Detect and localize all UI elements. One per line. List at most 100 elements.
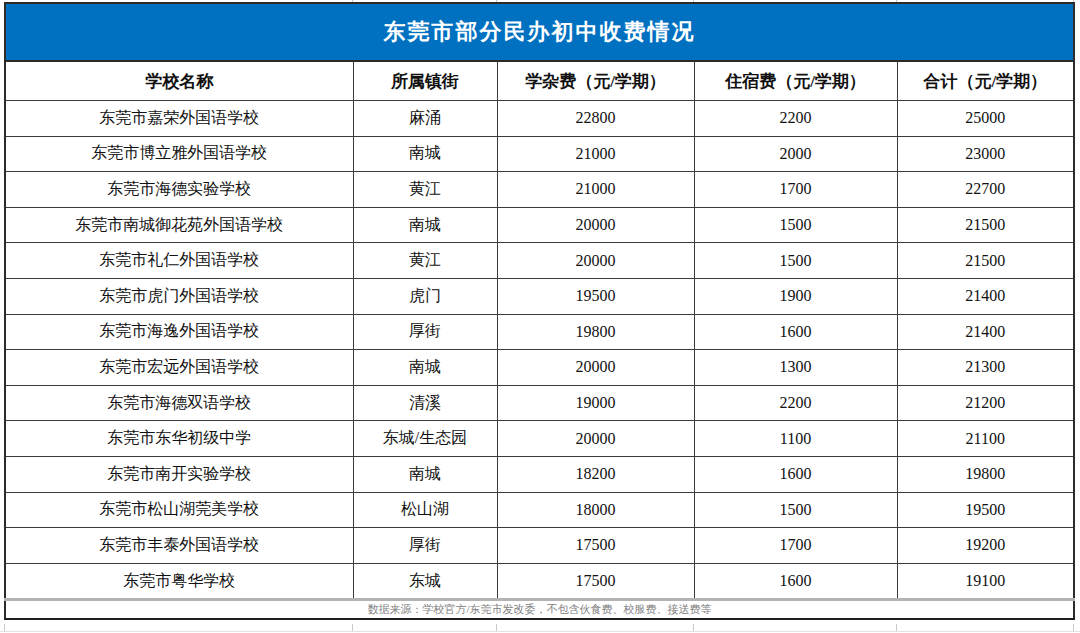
cell-boarding-fee: 1500 — [694, 243, 897, 279]
cell-boarding-fee: 2000 — [694, 136, 897, 172]
cell-total-fee: 21200 — [897, 385, 1074, 421]
cell-boarding-fee: 2200 — [694, 385, 897, 421]
cell-district: 黄江 — [353, 172, 497, 208]
cell-boarding-fee: 1300 — [694, 350, 897, 386]
table-row: 东莞市博立雅外国语学校 南城 21000 2000 23000 — [5, 136, 1074, 172]
gridline-stub — [693, 624, 694, 631]
cell-total-fee: 21400 — [897, 278, 1074, 314]
table-header-row: 学校名称 所属镇街 学杂费（元/学期） 住宿费（元/学期） 合计（元/学期） — [5, 61, 1074, 101]
gridline-stub — [896, 624, 897, 631]
cell-tuition-fee: 19500 — [497, 278, 694, 314]
school-fees-table: 东莞市部分民办初中收费情况 学校名称 所属镇街 学杂费（元/学期） 住宿费（元/… — [4, 2, 1075, 620]
table-row: 东莞市宏远外国语学校 南城 20000 1300 21300 — [5, 350, 1074, 386]
cell-district: 南城 — [353, 136, 497, 172]
cell-total-fee: 21300 — [897, 350, 1074, 386]
cell-total-fee: 23000 — [897, 136, 1074, 172]
table-row: 东莞市南城御花苑外国语学校 南城 20000 1500 21500 — [5, 207, 1074, 243]
table-row: 东莞市海逸外国语学校 厚街 19800 1600 21400 — [5, 314, 1074, 350]
table-row: 东莞市粤华学校 东城 17500 1600 19100 — [5, 563, 1074, 600]
column-header-total-fee: 合计（元/学期） — [897, 61, 1074, 101]
cell-school-name: 东莞市松山湖莞美学校 — [5, 492, 353, 528]
cell-school-name: 东莞市博立雅外国语学校 — [5, 136, 353, 172]
table-row: 东莞市海德实验学校 黄江 21000 1700 22700 — [5, 172, 1074, 208]
table-body: 东莞市嘉荣外国语学校 麻涌 22800 2200 25000 东莞市博立雅外国语… — [5, 101, 1074, 600]
source-note: 数据来源：学校官方/东莞市发改委，不包含伙食费、校服费、接送费等 — [5, 600, 1074, 620]
gridline-stub — [1073, 624, 1074, 631]
cell-total-fee: 21400 — [897, 314, 1074, 350]
cell-boarding-fee: 2200 — [694, 101, 897, 137]
cell-total-fee: 21100 — [897, 421, 1074, 457]
cell-tuition-fee: 21000 — [497, 136, 694, 172]
cell-tuition-fee: 20000 — [497, 421, 694, 457]
cell-boarding-fee: 1900 — [694, 278, 897, 314]
column-header-tuition-fee: 学杂费（元/学期） — [497, 61, 694, 101]
cell-school-name: 东莞市宏远外国语学校 — [5, 350, 353, 386]
cell-district: 清溪 — [353, 385, 497, 421]
table-row: 东莞市嘉荣外国语学校 麻涌 22800 2200 25000 — [5, 101, 1074, 137]
column-header-district: 所属镇街 — [353, 61, 497, 101]
cell-boarding-fee: 1500 — [694, 492, 897, 528]
cell-school-name: 东莞市虎门外国语学校 — [5, 278, 353, 314]
cell-school-name: 东莞市嘉荣外国语学校 — [5, 101, 353, 137]
cell-school-name: 东莞市海德实验学校 — [5, 172, 353, 208]
gridline-stub — [352, 624, 353, 631]
cell-tuition-fee: 18200 — [497, 456, 694, 492]
cell-boarding-fee: 1700 — [694, 528, 897, 564]
cell-total-fee: 19200 — [897, 528, 1074, 564]
gridline-horizontal — [0, 631, 1080, 632]
cell-total-fee: 19500 — [897, 492, 1074, 528]
cell-district: 厚街 — [353, 528, 497, 564]
cell-school-name: 东莞市南开实验学校 — [5, 456, 353, 492]
gridline-stub — [496, 624, 497, 631]
cell-tuition-fee: 22800 — [497, 101, 694, 137]
table-title-row: 东莞市部分民办初中收费情况 — [5, 3, 1074, 61]
cell-total-fee: 21500 — [897, 243, 1074, 279]
cell-district: 厚街 — [353, 314, 497, 350]
cell-school-name: 东莞市丰泰外国语学校 — [5, 528, 353, 564]
cell-total-fee: 22700 — [897, 172, 1074, 208]
table-row: 东莞市南开实验学校 南城 18200 1600 19800 — [5, 456, 1074, 492]
cell-tuition-fee: 20000 — [497, 243, 694, 279]
cell-district: 南城 — [353, 350, 497, 386]
cell-district: 松山湖 — [353, 492, 497, 528]
table-row: 东莞市东华初级中学 东城/生态园 20000 1100 21100 — [5, 421, 1074, 457]
cell-tuition-fee: 17500 — [497, 528, 694, 564]
table-row: 东莞市虎门外国语学校 虎门 19500 1900 21400 — [5, 278, 1074, 314]
cell-boarding-fee: 1700 — [694, 172, 897, 208]
cell-total-fee: 21500 — [897, 207, 1074, 243]
table-row: 东莞市松山湖莞美学校 松山湖 18000 1500 19500 — [5, 492, 1074, 528]
cell-school-name: 东莞市南城御花苑外国语学校 — [5, 207, 353, 243]
table-title: 东莞市部分民办初中收费情况 — [5, 3, 1074, 61]
cell-district: 东城 — [353, 563, 497, 600]
cell-boarding-fee: 1600 — [694, 563, 897, 600]
cell-total-fee: 19100 — [897, 563, 1074, 600]
cell-school-name: 东莞市东华初级中学 — [5, 421, 353, 457]
cell-district: 麻涌 — [353, 101, 497, 137]
cell-district: 虎门 — [353, 278, 497, 314]
cell-district: 黄江 — [353, 243, 497, 279]
cell-district: 东城/生态园 — [353, 421, 497, 457]
gridline-stub — [4, 624, 5, 631]
table-row: 东莞市海德双语学校 清溪 19000 2200 21200 — [5, 385, 1074, 421]
cell-total-fee: 19800 — [897, 456, 1074, 492]
cell-tuition-fee: 18000 — [497, 492, 694, 528]
cell-tuition-fee: 19000 — [497, 385, 694, 421]
cell-school-name: 东莞市礼仁外国语学校 — [5, 243, 353, 279]
cell-district: 南城 — [353, 456, 497, 492]
table-row: 东莞市礼仁外国语学校 黄江 20000 1500 21500 — [5, 243, 1074, 279]
cell-school-name: 东莞市海逸外国语学校 — [5, 314, 353, 350]
cell-boarding-fee: 1600 — [694, 456, 897, 492]
table-row: 东莞市丰泰外国语学校 厚街 17500 1700 19200 — [5, 528, 1074, 564]
cell-tuition-fee: 17500 — [497, 563, 694, 600]
cell-school-name: 东莞市粤华学校 — [5, 563, 353, 600]
cell-total-fee: 25000 — [897, 101, 1074, 137]
cell-tuition-fee: 20000 — [497, 350, 694, 386]
column-header-boarding-fee: 住宿费（元/学期） — [694, 61, 897, 101]
column-header-school-name: 学校名称 — [5, 61, 353, 101]
cell-tuition-fee: 19800 — [497, 314, 694, 350]
cell-district: 南城 — [353, 207, 497, 243]
source-note-row: 数据来源：学校官方/东莞市发改委，不包含伙食费、校服费、接送费等 — [5, 600, 1074, 620]
cell-boarding-fee: 1500 — [694, 207, 897, 243]
spreadsheet-canvas: 东莞市部分民办初中收费情况 学校名称 所属镇街 学杂费（元/学期） 住宿费（元/… — [0, 0, 1080, 633]
cell-boarding-fee: 1100 — [694, 421, 897, 457]
